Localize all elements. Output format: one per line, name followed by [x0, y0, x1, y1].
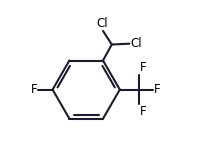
Text: F: F [140, 105, 146, 118]
Text: F: F [154, 83, 161, 96]
Text: F: F [140, 61, 146, 74]
Text: Cl: Cl [96, 17, 108, 30]
Text: Cl: Cl [130, 37, 142, 50]
Text: F: F [31, 83, 37, 96]
